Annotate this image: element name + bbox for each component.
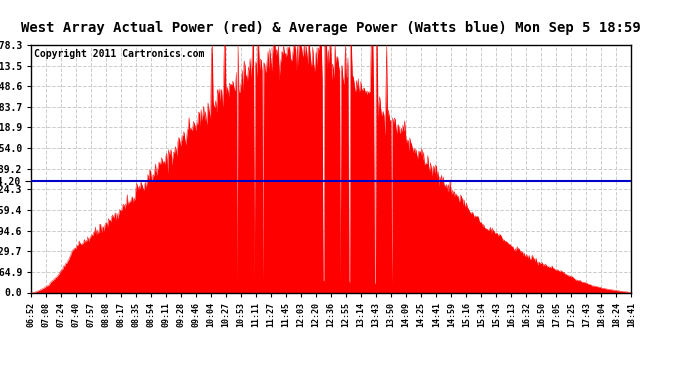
Text: Copyright 2011 Cartronics.com: Copyright 2011 Cartronics.com (34, 49, 204, 59)
Text: West Array Actual Power (red) & Average Power (Watts blue) Mon Sep 5 18:59: West Array Actual Power (red) & Average … (21, 21, 641, 35)
